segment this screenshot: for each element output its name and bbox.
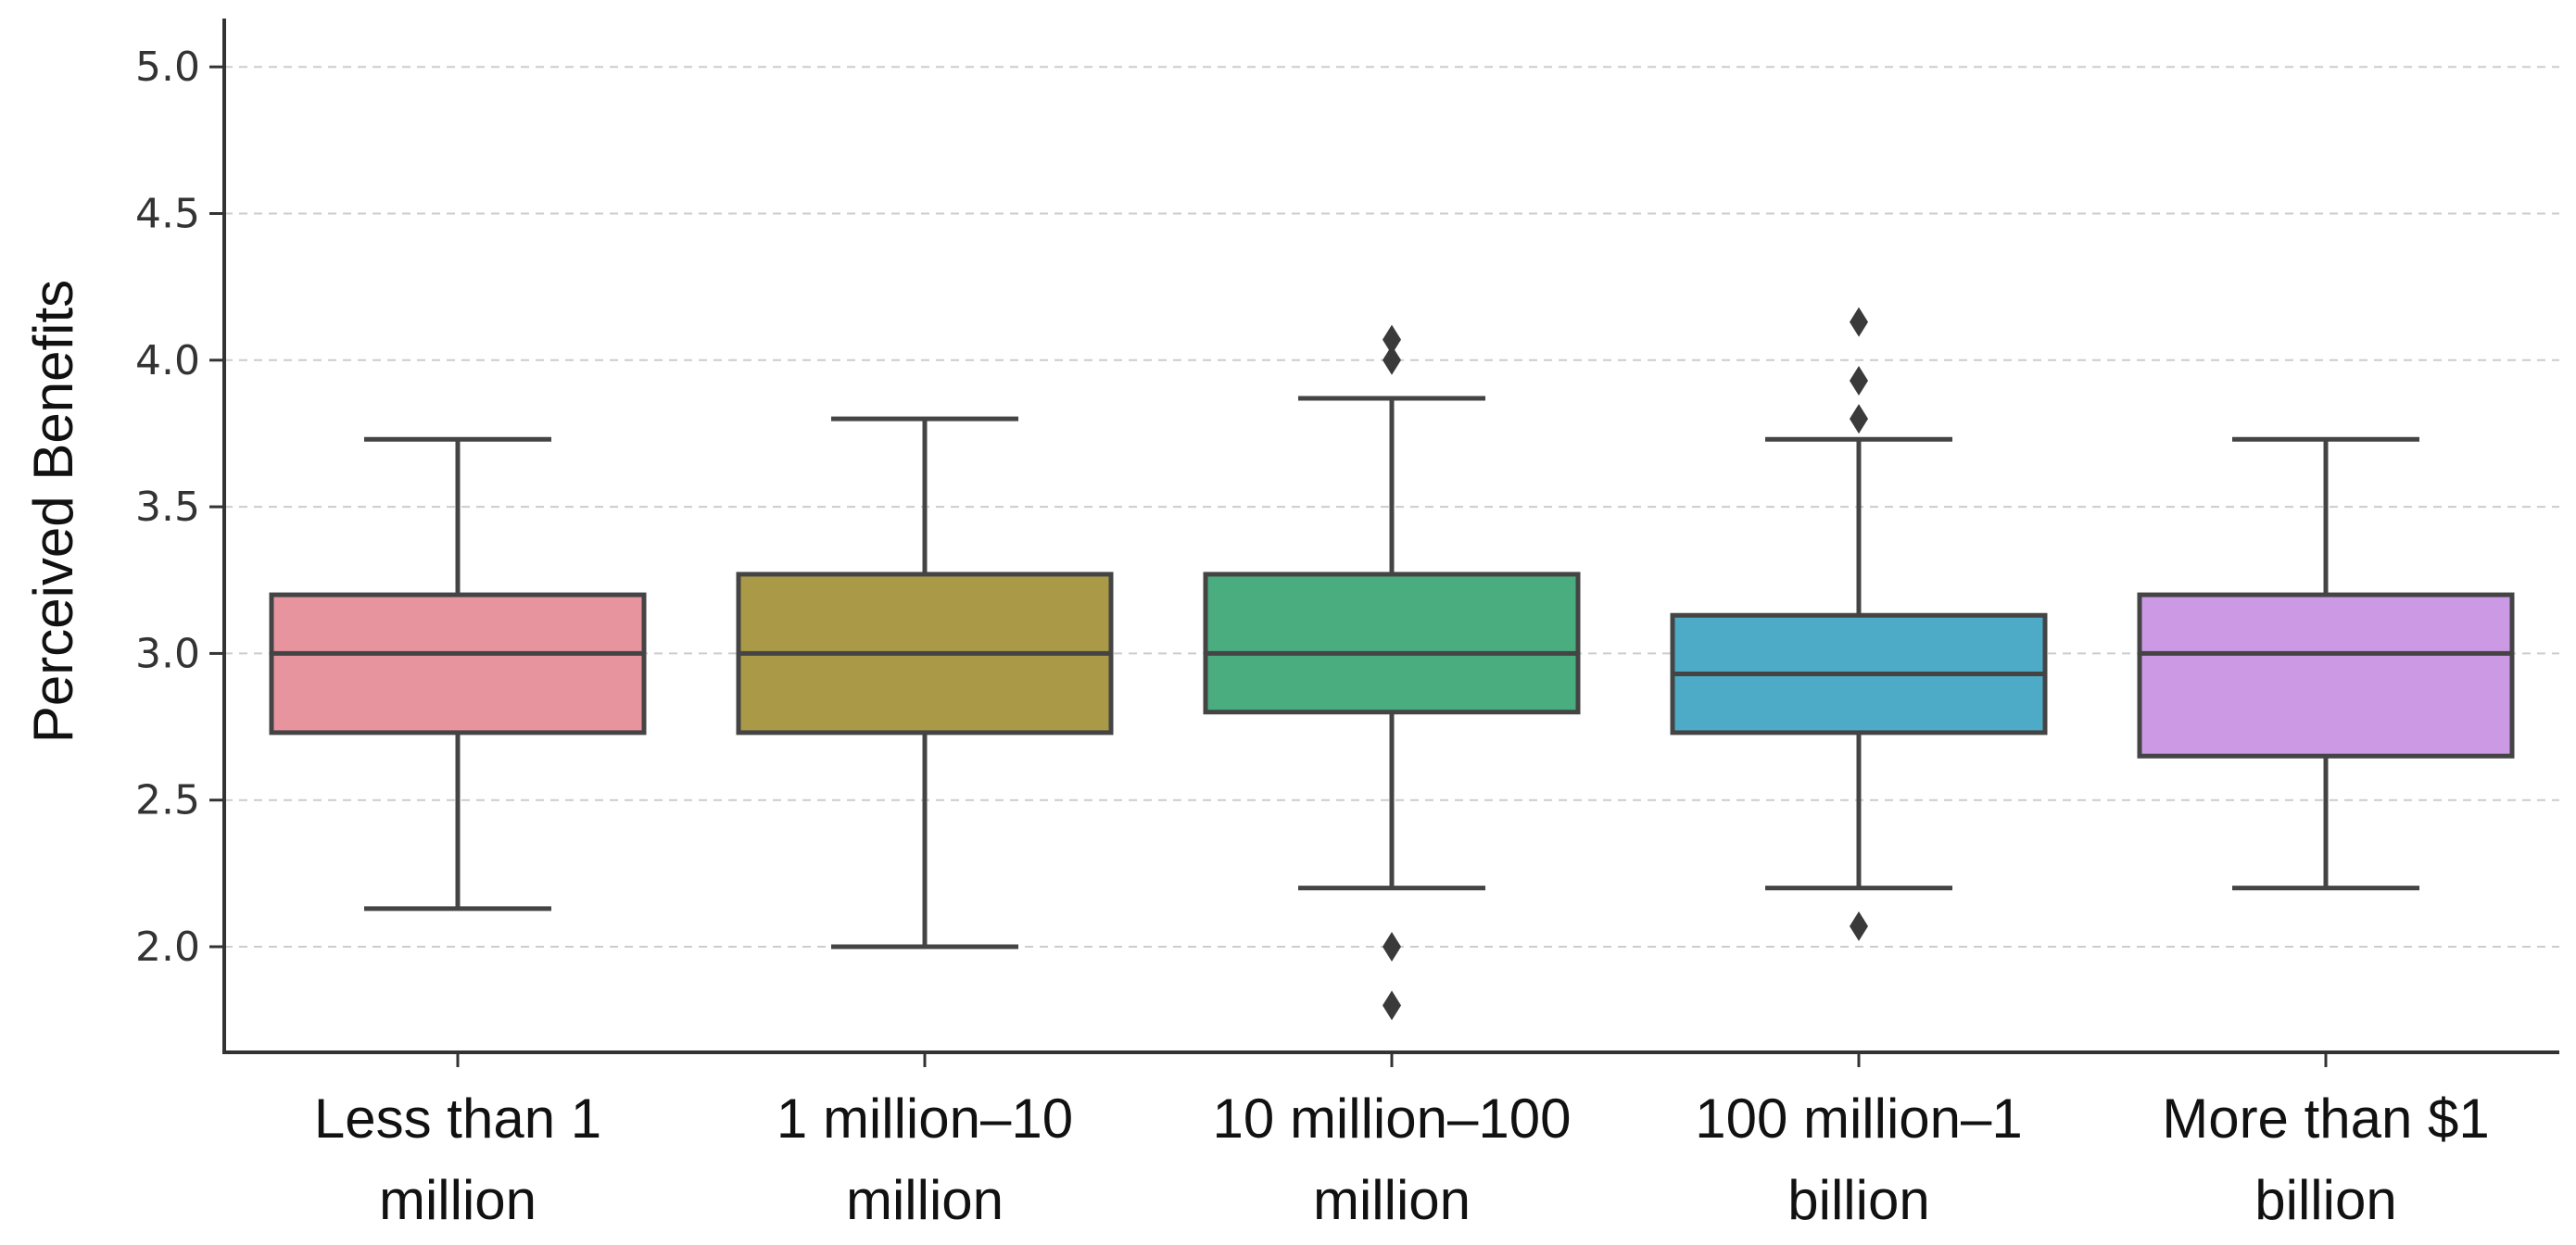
x-tick-label: billion: [1787, 1169, 1929, 1231]
iqr-box: [269, 592, 647, 736]
x-tick-label: 10 million–100: [1213, 1088, 1572, 1150]
x-tick-label: million: [846, 1169, 1004, 1231]
y-ticks: 2.0 2.5 3.0 3.5 4.0 4.5 5.0: [135, 44, 224, 971]
outlier-point: [1850, 911, 1868, 941]
y-tick-label: 2.5: [135, 777, 200, 824]
box-group: [1670, 307, 2048, 941]
y-tick-label: 2.0: [135, 924, 200, 971]
box-group: [269, 436, 647, 912]
outlier-point: [1383, 324, 1401, 355]
y-tick-label: 4.5: [135, 191, 200, 238]
y-tick-label: 3.0: [135, 630, 200, 677]
box-group: [1203, 324, 1581, 1021]
outlier-point: [1850, 404, 1868, 434]
outlier-point: [1383, 990, 1401, 1021]
x-tick-label: More than $1: [2162, 1088, 2490, 1150]
x-tick-label: 100 million–1: [1695, 1088, 2023, 1150]
iqr-box: [1203, 572, 1581, 715]
y-tick-label: 3.5: [135, 484, 200, 531]
y-axis-label: Perceived Benefits: [22, 280, 84, 743]
x-tick-label: Less than 1: [314, 1088, 601, 1150]
iqr-box: [2137, 592, 2515, 759]
boxes: [269, 307, 2515, 1021]
y-tick-label: 5.0: [135, 44, 200, 91]
box-group: [736, 416, 1114, 949]
x-ticks: Less than 1 million 1 million–10 million 10 …: [314, 1052, 2490, 1231]
outlier-point: [1383, 932, 1401, 962]
box-group: [2137, 436, 2515, 891]
x-tick-label: billion: [2254, 1169, 2396, 1231]
y-tick-label: 4.0: [135, 337, 200, 384]
outlier-point: [1383, 345, 1401, 375]
outlier-point: [1850, 307, 1868, 337]
x-tick-label: million: [379, 1169, 537, 1231]
x-tick-label: 1 million–10: [777, 1088, 1073, 1150]
x-tick-label: million: [1313, 1169, 1471, 1231]
outlier-point: [1850, 365, 1868, 396]
